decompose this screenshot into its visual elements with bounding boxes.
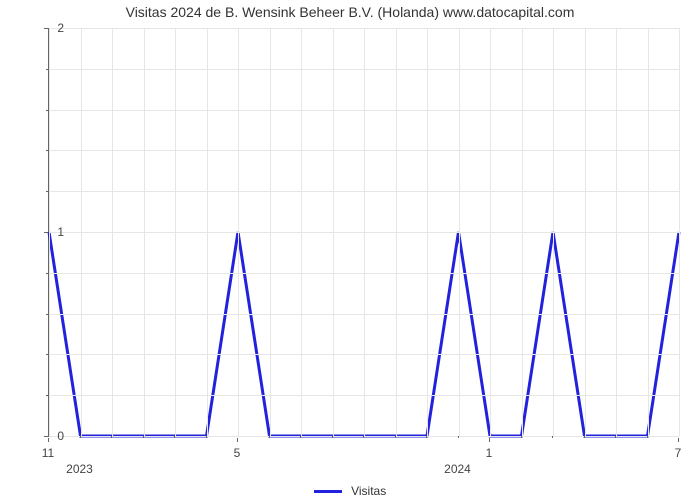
x-axis-label: 11 — [42, 446, 54, 460]
legend-label: Visitas — [351, 484, 386, 498]
x-axis-label: 7 — [675, 446, 682, 460]
legend-swatch — [314, 490, 342, 493]
x-axis-label: 1 — [486, 446, 493, 460]
x-axis-label: 5 — [234, 446, 241, 460]
legend: Visitas — [0, 484, 700, 498]
chart-container: Visitas 2024 de B. Wensink Beheer B.V. (… — [0, 0, 700, 500]
plot-area — [48, 28, 679, 437]
x-axis-year-label: 2023 — [66, 462, 93, 476]
chart-title: Visitas 2024 de B. Wensink Beheer B.V. (… — [0, 4, 700, 20]
x-axis-year-label: 2024 — [444, 462, 471, 476]
